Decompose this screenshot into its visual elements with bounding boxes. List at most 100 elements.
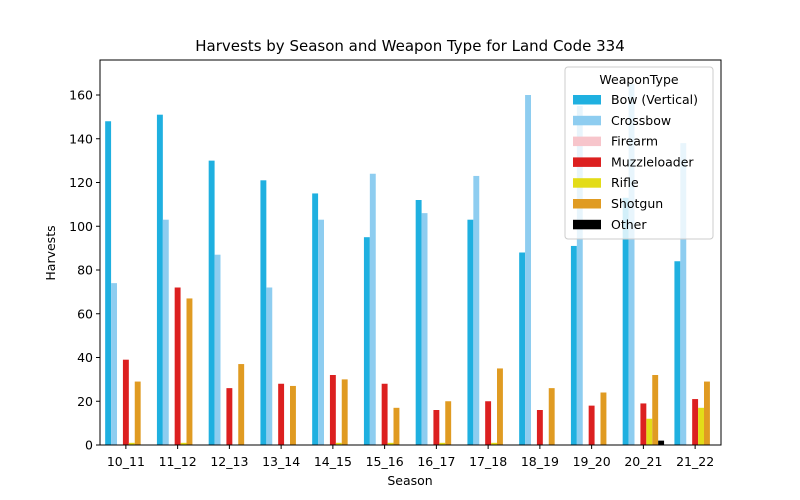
- legend-label: Bow (Vertical): [611, 92, 698, 107]
- x-tick-label: 18_19: [521, 454, 559, 469]
- bar: [525, 95, 531, 445]
- legend-label: Rifle: [611, 175, 639, 190]
- x-tick-label: 21_22: [676, 454, 714, 469]
- bar: [576, 105, 583, 445]
- bar: [588, 405, 595, 446]
- bar: [156, 114, 163, 445]
- bar: [491, 442, 497, 445]
- bars-group: [105, 84, 710, 446]
- bar: [363, 237, 370, 445]
- legend-box: [564, 66, 714, 240]
- bar: [497, 368, 503, 445]
- bar: [393, 407, 400, 445]
- y-axis-label: Harvests: [43, 225, 58, 280]
- bar: [122, 359, 129, 445]
- bar: [180, 442, 187, 445]
- legend-label: Crossbow: [611, 113, 671, 128]
- legend-label: Other: [611, 217, 647, 232]
- x-tick-label: 11_12: [159, 454, 197, 469]
- bar: [622, 197, 629, 445]
- legend-title: WeaponType: [599, 72, 679, 87]
- bar: [640, 403, 647, 445]
- bar: [312, 193, 319, 445]
- bar: [485, 401, 492, 445]
- y-tick-label: 100: [69, 219, 93, 234]
- bar: [698, 407, 704, 445]
- bar: [387, 442, 394, 445]
- x-tick-label: 19_20: [573, 454, 611, 469]
- legend-label: Muzzleloader: [611, 154, 694, 169]
- bar: [473, 175, 480, 445]
- bar: [570, 245, 577, 445]
- bar: [226, 388, 233, 446]
- legend-swatch: [573, 136, 601, 147]
- bar: [318, 219, 324, 445]
- bar: [105, 121, 112, 445]
- bar: [290, 385, 296, 445]
- bar: [329, 375, 336, 445]
- y-tick-label: 60: [77, 306, 93, 321]
- x-tick-label: 16_17: [417, 454, 455, 469]
- bar: [548, 388, 555, 446]
- bar: [266, 287, 273, 445]
- bar: [519, 252, 526, 445]
- bar: [445, 401, 452, 445]
- bar: [174, 287, 181, 445]
- y-tick-label: 80: [77, 263, 93, 278]
- x-tick-label: 20_21: [624, 454, 662, 469]
- legend-swatch: [573, 95, 601, 105]
- bar: [162, 219, 169, 445]
- y-tick-label: 160: [69, 88, 93, 103]
- y-tick-label: 40: [77, 350, 93, 365]
- bar: [369, 173, 376, 445]
- x-tick-label: 13_14: [262, 454, 300, 469]
- bar: [381, 383, 388, 445]
- x-tick-label: 14_15: [314, 454, 352, 469]
- y-tick-label: 140: [69, 131, 93, 146]
- bar: [186, 298, 193, 445]
- bar: [704, 381, 710, 445]
- x-tick-label: 17_18: [469, 454, 507, 469]
- bar: [214, 254, 221, 445]
- x-tick-label: 15_16: [366, 454, 404, 469]
- bar: [415, 200, 422, 445]
- bar: [600, 392, 607, 445]
- bar: [208, 160, 215, 446]
- bar: [628, 84, 635, 445]
- legend-swatch: [573, 157, 601, 167]
- bar: [439, 442, 446, 445]
- legend-label: Firearm: [611, 134, 658, 149]
- bar: [674, 261, 681, 445]
- bar: [646, 418, 653, 445]
- y-tick-label: 120: [69, 175, 93, 190]
- x-tick-label: 12_13: [210, 454, 248, 469]
- bar: [335, 442, 342, 445]
- y-tick-label: 0: [85, 438, 93, 453]
- bar: [433, 410, 440, 445]
- x-axis-label: Season: [387, 473, 432, 488]
- bar: [536, 410, 543, 445]
- bar: [680, 143, 687, 446]
- bar: [341, 379, 348, 446]
- x-tick-label: 10_11: [107, 454, 145, 469]
- legend-swatch: [573, 178, 601, 188]
- bar: [278, 383, 285, 445]
- bar: [260, 180, 267, 445]
- bar: [658, 440, 665, 446]
- legend: WeaponType Bow (Vertical) Crossbow Firearm M…: [564, 66, 714, 240]
- bar: [238, 364, 245, 445]
- axes-group: 0 20 40 60 80 100 120 140 160 10_11 11_12 12_13 13_1…: [69, 59, 722, 469]
- legend-label: Shotgun: [611, 196, 663, 211]
- bar: [421, 213, 428, 446]
- legend-swatch: [573, 219, 601, 230]
- bar: [128, 442, 135, 445]
- legend-swatch: [573, 199, 601, 209]
- bar: [111, 283, 117, 446]
- bar: [652, 375, 659, 445]
- bar: [134, 381, 141, 445]
- y-tick-label: 20: [77, 394, 93, 409]
- plot-frame: [99, 59, 722, 446]
- bar: [467, 219, 474, 445]
- chart-title: Harvests by Season and Weapon Type for L…: [195, 37, 625, 55]
